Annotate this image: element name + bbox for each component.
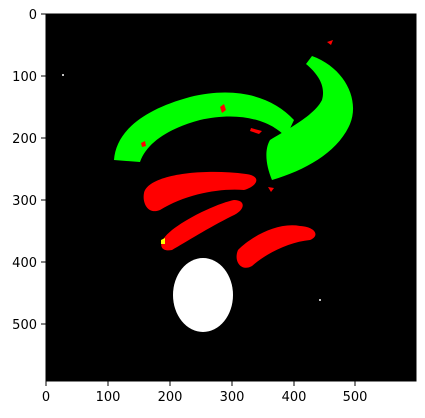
image-area [46, 14, 416, 381]
red-middle-stroke [161, 200, 243, 251]
red-lower-stroke [236, 225, 316, 268]
x-tick-label: 300 [220, 390, 245, 405]
image-frame [45, 13, 417, 382]
image-background [46, 14, 416, 381]
white-ellipse [173, 258, 233, 332]
red-speck [220, 104, 226, 113]
x-tick-label: 200 [158, 390, 183, 405]
green-right-arc [266, 56, 354, 180]
y-axis: 0 100 200 300 400 500 [12, 8, 46, 333]
red-speck [250, 128, 262, 134]
red-upper-stroke [143, 171, 257, 212]
x-axis: 0 100 200 300 400 500 [42, 381, 368, 405]
y-tick-label: 100 [12, 70, 37, 85]
y-tick-label: 400 [12, 256, 37, 271]
yellow-speck [161, 238, 165, 244]
x-tick-label: 400 [282, 390, 307, 405]
y-tick-label: 0 [29, 8, 37, 23]
red-speck [141, 141, 146, 147]
y-tick-label: 200 [12, 132, 37, 147]
x-tick-label: 500 [343, 390, 368, 405]
red-speck [327, 40, 333, 45]
y-tick-label: 300 [12, 194, 37, 209]
white-dot [62, 74, 64, 76]
x-tick-label: 0 [42, 390, 50, 405]
y-tick-label: 500 [12, 318, 37, 333]
x-tick-label: 100 [96, 390, 121, 405]
red-speck [268, 187, 274, 192]
green-upper-arc [114, 92, 294, 162]
white-dot [319, 299, 321, 301]
